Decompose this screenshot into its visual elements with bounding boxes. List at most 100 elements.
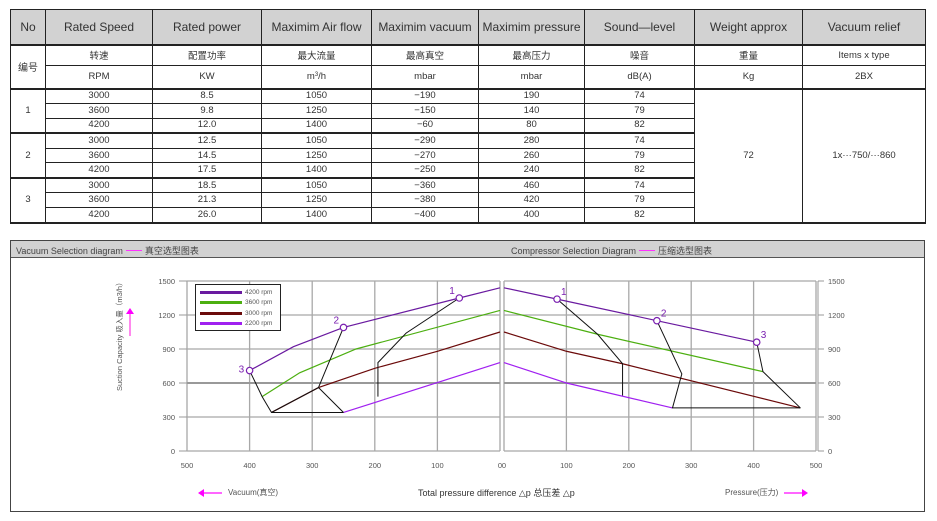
- model-marker-icon: [339, 323, 348, 332]
- cell-speed: 4200: [45, 162, 153, 179]
- model-marker-icon: [245, 366, 254, 375]
- model-envelope-line: [377, 297, 460, 397]
- cell-pressure: 460: [478, 177, 585, 194]
- dash-icon: [639, 249, 656, 252]
- legend-swatch-icon: [200, 290, 242, 294]
- header-no: No: [10, 9, 46, 46]
- legend-label: 3000 rpm: [245, 309, 273, 317]
- header-rated-power: Rated power: [152, 9, 262, 46]
- legend-swatch-icon: [200, 322, 242, 326]
- right-arrow-icon: [784, 488, 809, 497]
- cell-airflow: 1250: [261, 147, 372, 164]
- vacuum-relief-value: 1x···750/···860: [802, 87, 926, 224]
- model-marker-label: 2: [334, 315, 340, 326]
- cell-airflow: 1400: [261, 117, 372, 135]
- series-line: [261, 309, 501, 398]
- x-tick-label: 400: [747, 461, 760, 470]
- y-tick-label: 600: [828, 379, 841, 388]
- selection-diagram-panel: Vacuum Selection diagram 真空选型图表 Compress…: [10, 240, 925, 512]
- series-line: [343, 362, 501, 414]
- y-axis-label: Suction Capacity 吸入量（m3/h）: [115, 278, 124, 391]
- cell-power: 8.5: [152, 88, 262, 104]
- cell-sound: 82: [584, 207, 695, 224]
- unit-label: dB(A): [584, 65, 695, 90]
- x-tick-label: 300: [306, 461, 319, 470]
- cell-vacuum: −190: [371, 88, 479, 104]
- cell-sound: 79: [584, 192, 695, 209]
- table-row: 2 3000 12.5 1050 −290 280 74: [10, 132, 926, 179]
- series-line: [503, 362, 673, 409]
- unit-label: KW: [152, 65, 262, 90]
- y-tick-label: 900: [162, 345, 175, 354]
- cell-vacuum: −290: [371, 132, 479, 149]
- chart-legend: 4200 rpm 3600 rpm 3000 rpm 2200 rpm: [195, 284, 281, 331]
- y-tick-label: 1500: [828, 277, 845, 286]
- model-marker-label: 1: [561, 287, 567, 298]
- cell-speed: 3600: [45, 192, 153, 209]
- model-marker-icon: [653, 316, 661, 325]
- unit-label: mbar: [478, 65, 585, 90]
- y-tick-label: 300: [828, 413, 841, 422]
- cell-speed: 3600: [45, 102, 153, 119]
- header-air-flow: Maximim Air flow: [261, 9, 372, 46]
- legend-item: 2200 rpm: [200, 319, 276, 330]
- x-tick-label: 300: [685, 461, 698, 470]
- cell-vacuum: −360: [371, 177, 479, 194]
- y-tick-label: 0: [828, 447, 832, 456]
- cell-airflow: 1400: [261, 207, 372, 224]
- cell-airflow: 1400: [261, 162, 372, 179]
- y-tick-label: 900: [828, 345, 841, 354]
- legend-swatch-icon: [200, 311, 242, 315]
- cell-speed: 4200: [45, 117, 153, 135]
- cell-sound: 74: [584, 88, 695, 104]
- series-line: [503, 309, 764, 373]
- model-envelope-line: [271, 387, 319, 413]
- series-line: [503, 287, 757, 343]
- cell-speed: 4200: [45, 207, 153, 224]
- cell-power: 18.5: [152, 177, 262, 194]
- vacuum-diagram-title: Vacuum Selection diagram 真空选型图表: [16, 245, 199, 257]
- cell-pressure: 240: [478, 162, 585, 179]
- cn-label: 最大流量: [261, 44, 372, 66]
- cell-vacuum: −250: [371, 162, 479, 179]
- pressure-direction-note: Pressure(压力): [725, 487, 809, 498]
- cell-pressure: 280: [478, 132, 585, 149]
- spec-table: No Rated Speed Rated power Maximim Air f…: [10, 9, 926, 224]
- cn-label: 噪音: [584, 44, 695, 66]
- cell-pressure: 400: [478, 207, 585, 224]
- table-row: 1 3000 8.5 1050 −190 190 74 72 1x···750/···860: [10, 87, 926, 224]
- cell-pressure: 420: [478, 192, 585, 209]
- vacuum-plot: 500 400 300 200 100 0 0 300 600 900 1200 1500 1 2 3: [158, 277, 502, 470]
- cell-speed: 3600: [45, 147, 153, 164]
- cell-speed: 3000: [45, 177, 153, 194]
- cell-pressure: 190: [478, 88, 585, 104]
- x-tick-label: 500: [810, 461, 823, 470]
- table-row: 4200 17.5 1400 −250 240 82: [11, 162, 926, 179]
- legend-label: 2200 rpm: [245, 320, 273, 328]
- x-tick-label: 100: [560, 461, 573, 470]
- cell-airflow: 1050: [261, 132, 372, 149]
- x-tick-label: 0: [502, 461, 506, 470]
- cell-power: 9.8: [152, 102, 262, 119]
- cell-vacuum: −150: [371, 102, 479, 119]
- model-number: 1: [10, 88, 46, 135]
- cell-power: 26.0: [152, 207, 262, 224]
- y-tick-label: 300: [162, 413, 175, 422]
- x-tick-label: 100: [431, 461, 444, 470]
- cn-label: 最高压力: [478, 44, 585, 66]
- compressor-diagram-title: Compressor Selection Diagram 压缩选型图表: [511, 245, 713, 257]
- cell-sound: 74: [584, 177, 695, 194]
- cn-label: 配置功率: [152, 44, 262, 66]
- model-number: 3: [10, 177, 46, 224]
- cell-vacuum: −270: [371, 147, 479, 164]
- cell-airflow: 1050: [261, 177, 372, 194]
- unit-label: RPM: [45, 65, 153, 90]
- cell-pressure: 140: [478, 102, 585, 119]
- header-weight: Weight approx: [694, 9, 803, 46]
- cell-vacuum: −60: [371, 117, 479, 135]
- model-envelope-line: [317, 327, 344, 413]
- header-vacuum-relief: Vacuum relief: [802, 9, 926, 46]
- cell-sound: 79: [584, 147, 695, 164]
- x-tick-label: 500: [181, 461, 194, 470]
- cell-speed: 3000: [45, 88, 153, 104]
